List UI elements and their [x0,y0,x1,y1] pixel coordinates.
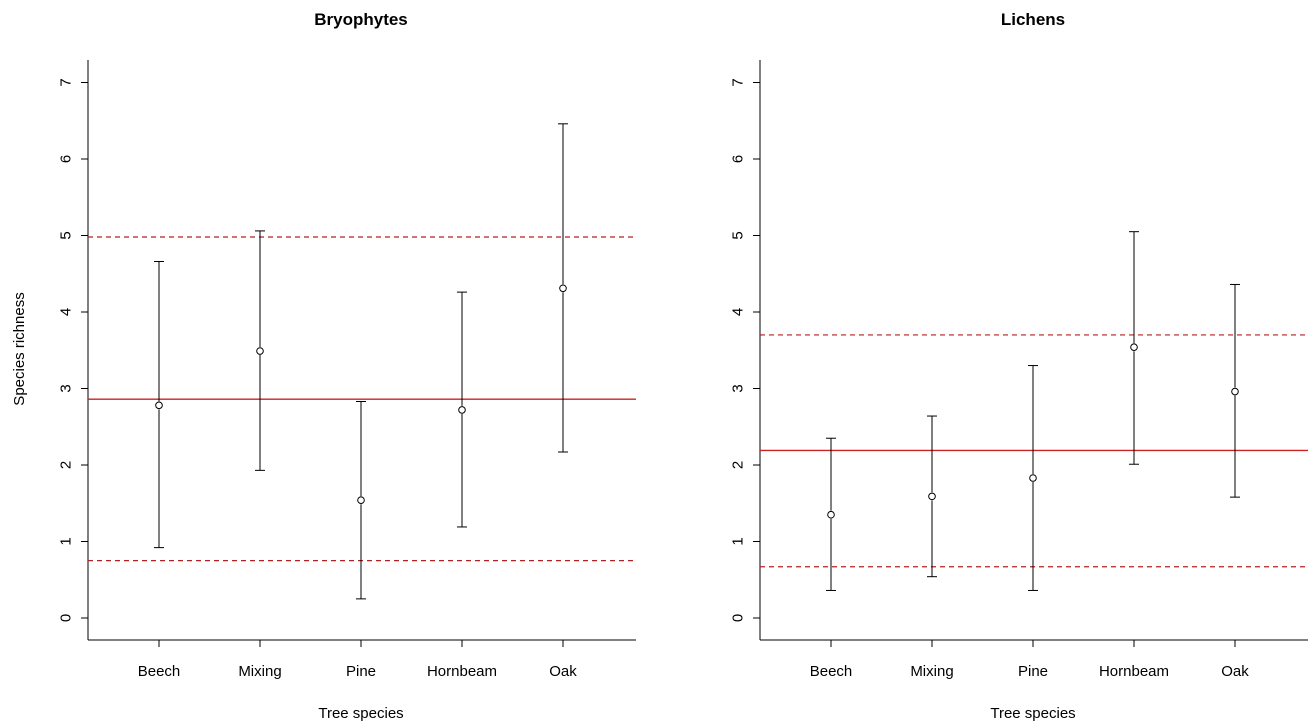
y-tick-label: 1 [730,537,747,545]
x-tick-label: Beech [138,663,181,680]
x-axis-label: Tree species [990,705,1075,722]
x-tick-label: Mixing [910,663,953,680]
y-tick-label: 6 [58,155,75,163]
data-point [827,510,835,519]
bryophytes-panel: Bryophytes Tree species Species richness… [11,10,636,722]
data-point [928,492,936,501]
y-tick-label: 3 [58,384,75,392]
y-tick-label: 2 [58,461,75,469]
data-point [357,496,365,504]
y-tick-label: 4 [730,308,747,316]
x-tick-label: Mixing [238,663,281,680]
y-tick-label: 7 [730,78,747,86]
x-tick-label: Hornbeam [1099,663,1169,680]
data-point [559,284,567,293]
data-point [1029,474,1037,482]
chart-title: Lichens [1001,10,1065,29]
y-tick-label: 0 [730,614,747,622]
x-tick-label: Oak [549,663,577,680]
y-tick-label: 5 [730,231,747,239]
y-tick-label: 6 [730,155,747,163]
y-tick-label: 0 [58,614,75,622]
y-tick-label: 2 [730,461,747,469]
y-tick-label: 5 [58,231,75,239]
x-tick-label: Pine [1018,663,1048,680]
chart-title: Bryophytes [314,10,408,29]
x-axis-label: Tree species [318,705,403,722]
data-point [458,406,466,414]
data-point [155,401,163,410]
data-point [1231,387,1239,396]
y-axis-label: Species richness [11,292,28,405]
y-tick-label: 7 [58,78,75,86]
y-tick-label: 3 [730,384,747,392]
y-tick-label: 4 [58,308,75,316]
y-tick-label: 1 [58,537,75,545]
data-point [1130,343,1138,351]
x-tick-label: Oak [1221,663,1249,680]
x-tick-label: Pine [346,663,376,680]
x-tick-label: Beech [810,663,853,680]
data-point [256,347,264,355]
lichens-panel: Lichens Tree species 0 1 2 3 4 5 6 7 Beech Mixing… [730,10,1308,722]
x-tick-label: Hornbeam [427,663,497,680]
